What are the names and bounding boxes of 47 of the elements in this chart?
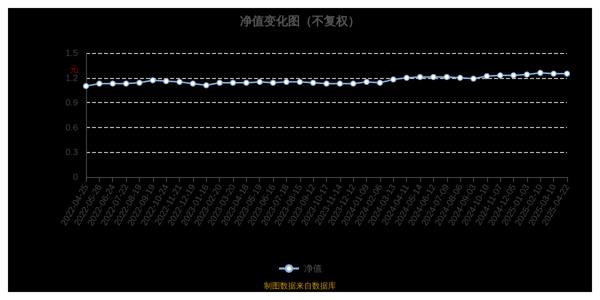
point — [163, 78, 170, 84]
y-tick-label: 0.9 — [65, 98, 78, 108]
point — [390, 76, 396, 82]
point — [243, 80, 250, 86]
point — [537, 70, 544, 76]
point — [296, 78, 303, 85]
point — [484, 73, 490, 80]
point — [470, 76, 476, 82]
point — [136, 80, 142, 86]
y-tick-label: 1.2 — [65, 72, 78, 83]
point — [497, 72, 504, 78]
point — [510, 72, 517, 78]
point — [550, 70, 557, 77]
point — [150, 77, 156, 84]
y-tick-label: 0.6 — [65, 122, 78, 132]
point — [417, 74, 424, 80]
y-tick-label: 0 — [72, 172, 78, 182]
point — [364, 78, 370, 85]
point — [176, 78, 183, 85]
point — [336, 80, 343, 87]
point — [110, 80, 116, 87]
point — [270, 80, 276, 86]
point — [230, 80, 236, 86]
point — [256, 78, 263, 85]
point — [564, 70, 570, 77]
point — [430, 74, 436, 80]
point — [283, 78, 290, 85]
point — [310, 80, 316, 86]
point — [324, 80, 330, 87]
chart-title: 净值变化图（不复权） — [240, 14, 360, 28]
point — [190, 80, 196, 87]
point — [404, 74, 410, 81]
point — [96, 80, 102, 87]
point — [457, 74, 464, 81]
point — [524, 71, 530, 78]
y-axis-title: 元 — [70, 64, 78, 74]
legend-label: 净值 — [304, 264, 322, 274]
y-tick-label: 0.3 — [65, 147, 78, 158]
point — [123, 80, 130, 87]
point — [216, 80, 223, 86]
point — [444, 74, 450, 80]
point — [83, 83, 89, 90]
point — [376, 80, 383, 86]
point — [203, 82, 210, 88]
point — [350, 80, 356, 87]
text: 制图数据来自数据库 — [264, 282, 336, 290]
y-tick-label: 1.5 — [65, 48, 78, 58]
